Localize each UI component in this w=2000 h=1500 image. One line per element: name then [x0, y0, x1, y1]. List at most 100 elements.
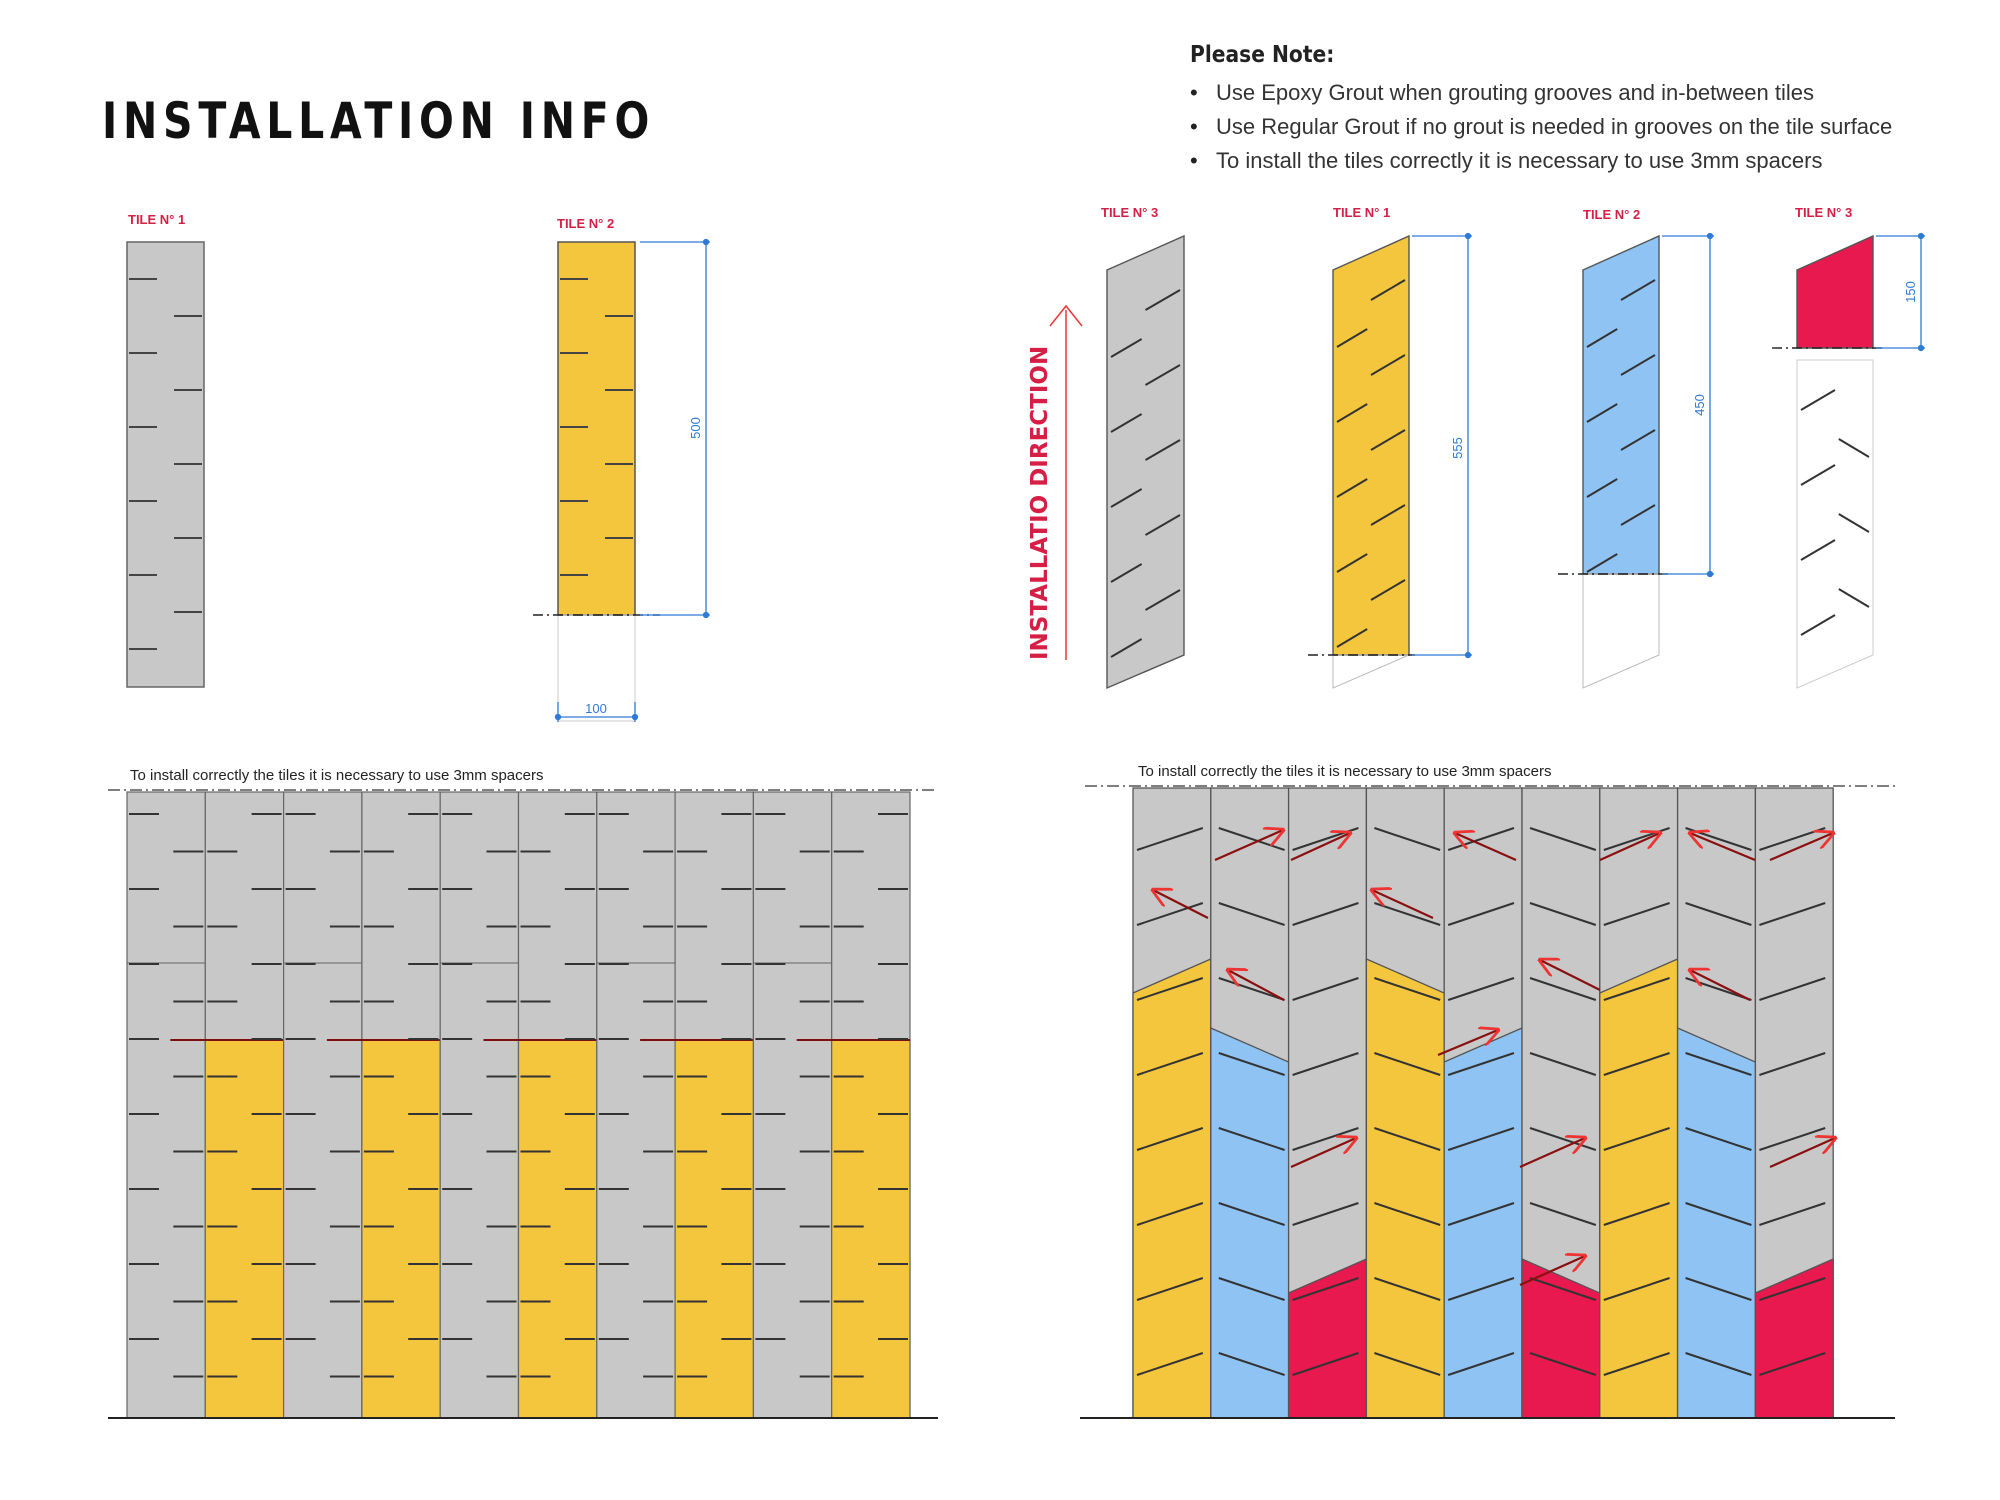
herringbone-groove	[1603, 1127, 1670, 1151]
wall-yellow-tile	[361, 1039, 441, 1419]
slant-groove	[1336, 328, 1368, 348]
herringbone-groove	[1218, 1052, 1285, 1076]
herringbone-groove	[1292, 1352, 1359, 1376]
herringbone-groove	[1136, 977, 1204, 1001]
herringbone-groove	[1374, 1127, 1441, 1151]
herringbone-groove	[1374, 1052, 1441, 1076]
slant-groove	[1144, 589, 1181, 611]
herringbone-groove	[1759, 1277, 1826, 1301]
dimension-555	[1412, 232, 1472, 659]
herringbone-groove	[1529, 902, 1597, 926]
tile-3-label: TILE N° 3	[1101, 205, 1158, 220]
herringbone-groove	[1136, 1127, 1204, 1151]
herringbone-groove	[1685, 1352, 1752, 1376]
herringbone-groove	[1447, 1127, 1515, 1151]
slant-groove	[1144, 439, 1181, 461]
herringbone-groove	[1292, 902, 1359, 926]
tile-1-label: TILE N° 1	[128, 212, 185, 227]
tile-2-label: TILE N° 2	[557, 216, 614, 231]
tile-2-right-ghost	[1582, 573, 1660, 689]
slant-groove	[1586, 403, 1618, 423]
slant-groove	[1110, 413, 1143, 433]
herringbone-groove	[1759, 1202, 1826, 1226]
slant-groove	[1370, 429, 1406, 451]
tile-2-right-shape	[1582, 234, 1660, 575]
herringbone-groove	[1136, 827, 1204, 851]
slant-groove	[1800, 464, 1836, 486]
left-wall-diagram: To install correctly the tiles it is nec…	[108, 767, 938, 1419]
herringbone-groove	[1603, 902, 1670, 926]
tile-2-grooves	[560, 278, 633, 576]
herringbone-groove	[1759, 1127, 1826, 1151]
direction-arrow	[1540, 960, 1601, 991]
herringbone-groove	[1218, 902, 1285, 926]
tile-1-right-label: TILE N° 1	[1333, 205, 1390, 220]
slant-groove	[1800, 539, 1836, 561]
slant-groove	[1586, 478, 1618, 498]
direction-arrow	[1769, 1138, 1835, 1169]
direction-arrow-head	[1049, 304, 1083, 327]
tile-1-right-grooves	[1336, 279, 1406, 648]
direction-arrow	[1455, 833, 1517, 862]
slant-groove	[1620, 504, 1656, 526]
herringbone-groove	[1218, 1127, 1285, 1151]
herringbone-groove	[1447, 1277, 1515, 1301]
herringbone-groove	[1136, 1202, 1204, 1226]
left-tile-1-group: TILE N° 1	[126, 212, 205, 688]
herringbone-groove	[1218, 1352, 1285, 1376]
wall-column	[283, 791, 363, 1419]
wall-yellow-tile	[674, 1039, 754, 1419]
herringbone-groove	[1374, 1352, 1441, 1376]
herringbone-groove	[1529, 1352, 1597, 1376]
wall-column	[439, 791, 520, 1419]
herringbone-yellow-tile	[1599, 958, 1679, 1419]
slant-groove	[1620, 279, 1656, 301]
right-wall-direction-arrows	[1153, 830, 1835, 1287]
herringbone-groove	[1136, 902, 1204, 926]
dim-100-label: 100	[585, 701, 607, 716]
direction-arrow	[1290, 1138, 1356, 1169]
tile-1-grooves	[129, 278, 202, 650]
left-tile-2-group: TILE N° 2 500 100	[533, 216, 710, 722]
herringbone-groove	[1292, 1127, 1359, 1151]
wall-yellow-tile	[831, 1039, 911, 1419]
dimension-450	[1662, 232, 1714, 578]
herringbone-groove	[1447, 902, 1515, 926]
herringbone-groove	[1292, 1277, 1359, 1301]
wall-yellow-tile	[204, 1039, 285, 1419]
herringbone-groove	[1759, 902, 1826, 926]
slant-groove	[1144, 289, 1181, 311]
direction-arrow	[1153, 890, 1209, 919]
slant-groove	[1144, 514, 1181, 536]
slant-groove	[1370, 504, 1406, 526]
slant-groove	[1144, 364, 1181, 386]
direction-arrow	[1769, 833, 1833, 862]
herringbone-groove	[1529, 977, 1597, 1001]
slant-groove	[1620, 429, 1656, 451]
herringbone-groove	[1447, 1352, 1515, 1376]
herringbone-groove	[1292, 1202, 1359, 1226]
slant-groove	[1110, 638, 1143, 658]
herringbone-groove	[1759, 1352, 1826, 1376]
herringbone-groove	[1218, 827, 1285, 851]
tile-3b-grooves	[1800, 389, 1870, 636]
slant-groove	[1586, 553, 1618, 573]
tile-3b-shape	[1796, 234, 1874, 349]
dimension-150	[1876, 232, 1925, 352]
page-title: INSTALLATION INFO	[102, 92, 656, 150]
slant-groove	[1800, 389, 1836, 411]
installation-direction-label: INSTALLATIO DIRECTION	[1027, 346, 1053, 660]
tile-2-shape	[557, 241, 636, 616]
right-top-diagram: INSTALLATIO DIRECTION TILE N° 3 TILE N° …	[1027, 205, 1925, 690]
direction-arrow	[1690, 970, 1751, 1001]
tile-1-right-ghost	[1332, 654, 1410, 689]
slant-groove	[1336, 478, 1368, 498]
herringbone-groove	[1603, 1052, 1670, 1076]
note-heading: Please Note:	[1190, 42, 1335, 68]
slant-groove	[1336, 628, 1368, 648]
herringbone-groove	[1374, 1202, 1441, 1226]
herringbone-groove	[1292, 977, 1359, 1001]
note-item: To install the tiles correctly it is nec…	[1190, 144, 1980, 178]
tile-2-right-label: TILE N° 2	[1583, 207, 1640, 222]
herringbone-groove	[1529, 1052, 1597, 1076]
